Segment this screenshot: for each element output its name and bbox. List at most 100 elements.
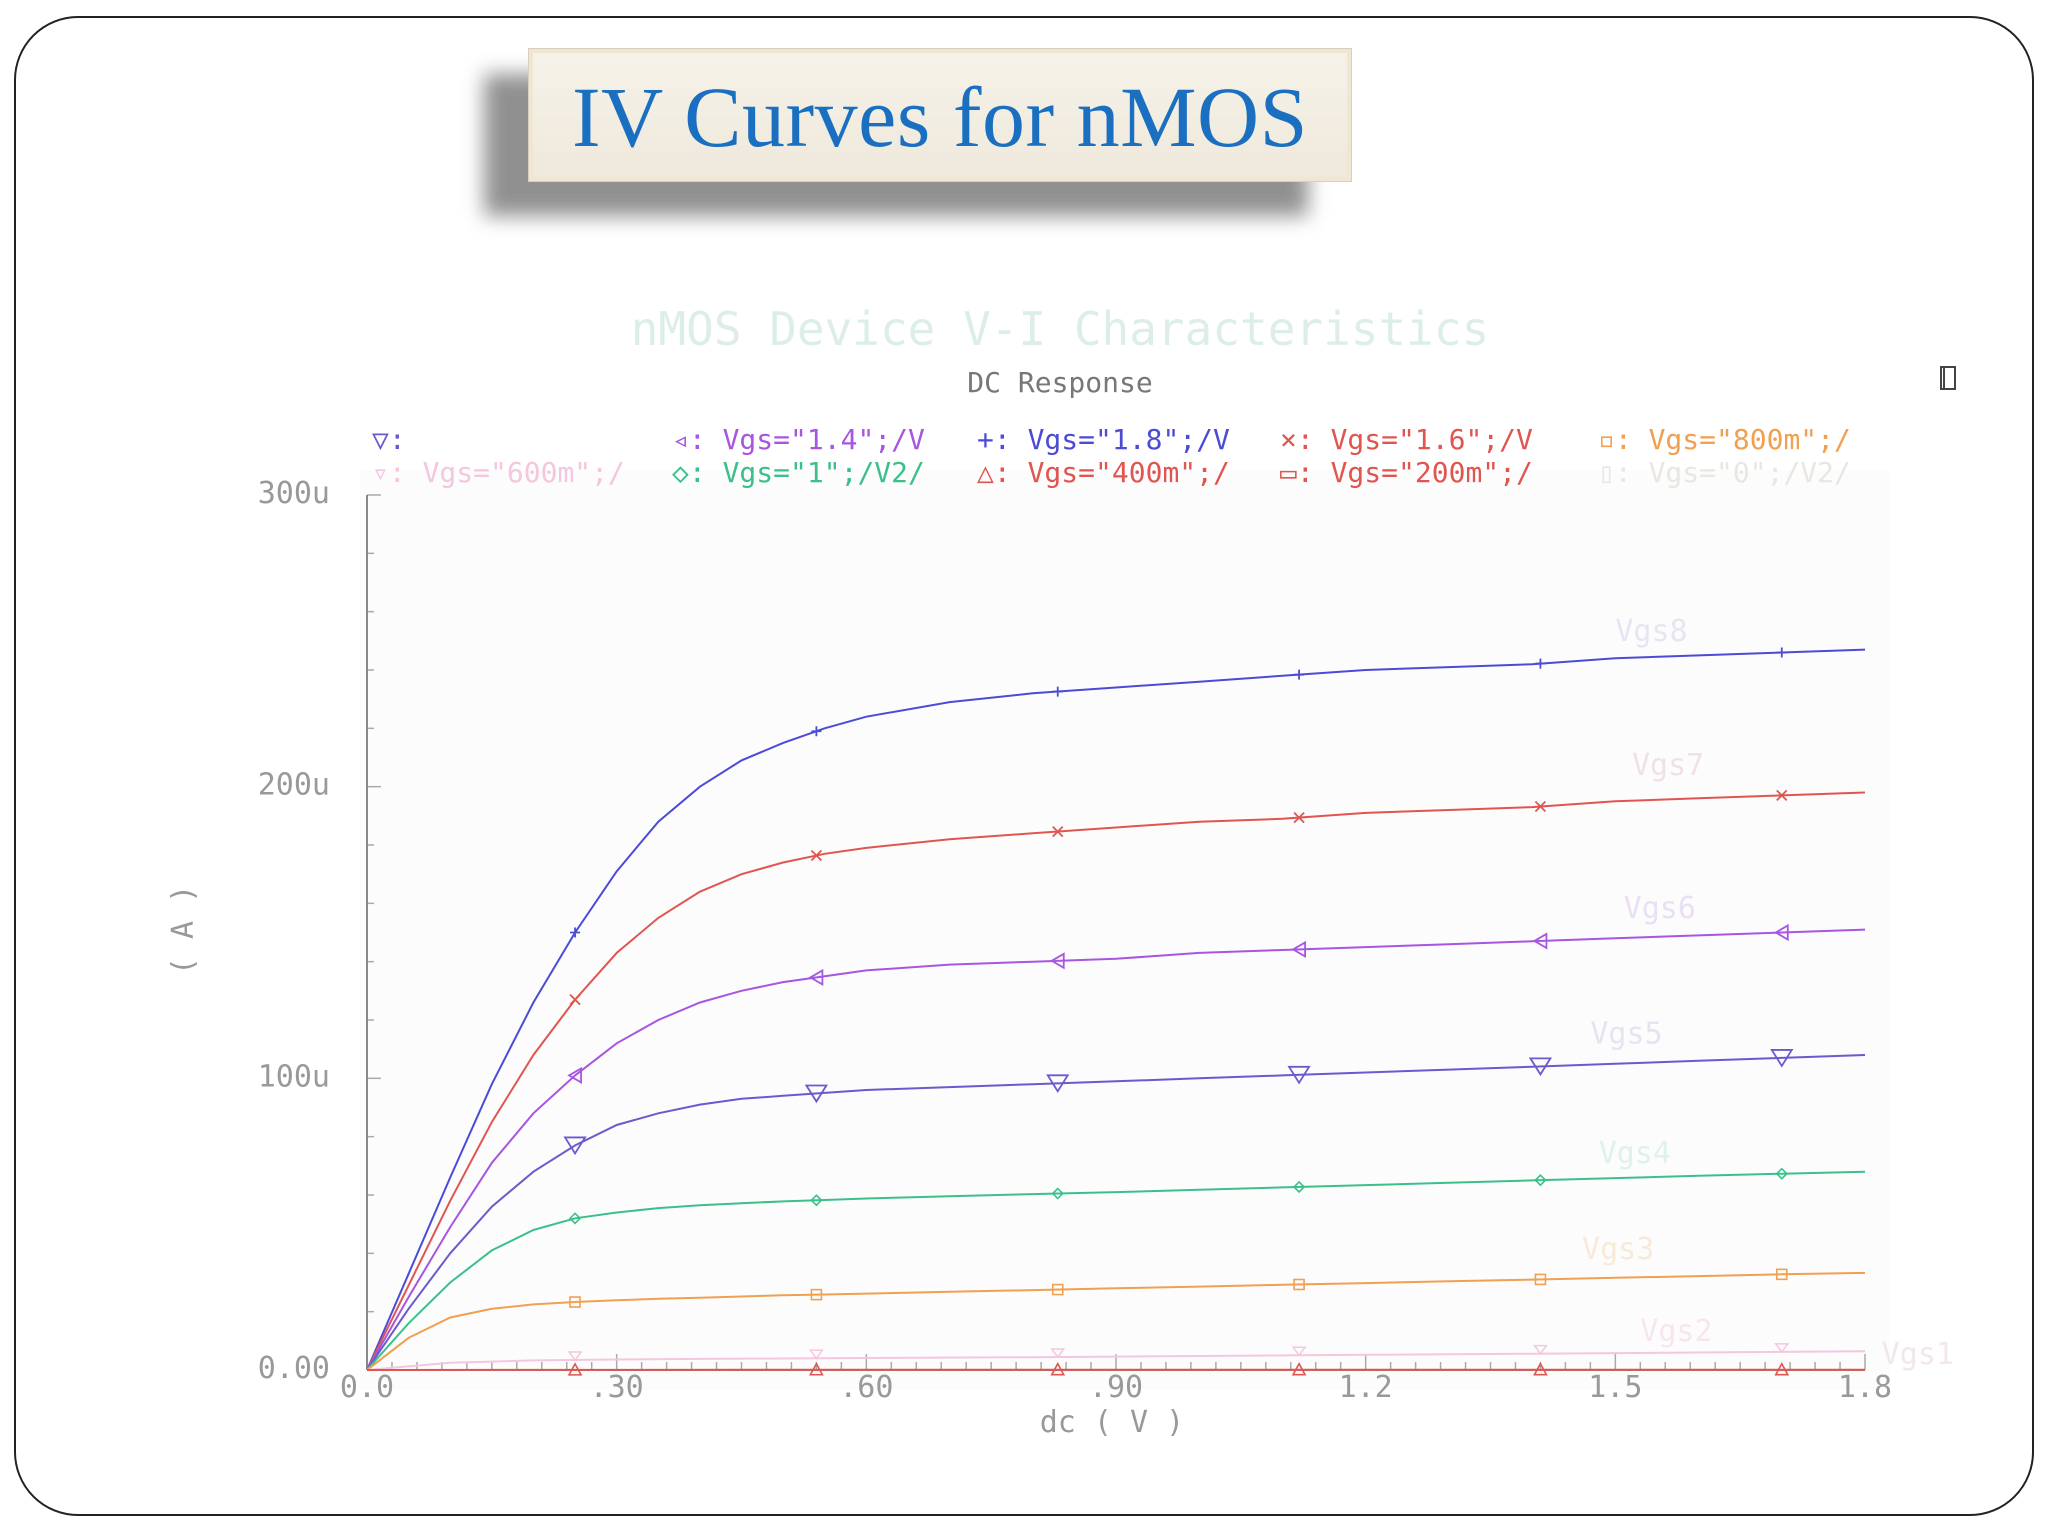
- x-tick-label: .60: [839, 1370, 893, 1405]
- legend-text: Vgs="1";/V2/: [723, 456, 925, 489]
- legend-text: Vgs="1.8";/V: [1028, 423, 1230, 456]
- window-icon[interactable]: [1940, 366, 1956, 390]
- data-point: [1291, 1362, 1307, 1376]
- x-tick-label: 0.0: [340, 1370, 394, 1405]
- data-point: [808, 1349, 824, 1360]
- data-point: [1051, 1283, 1064, 1296]
- legend-text: Vgs="400m";/: [1028, 456, 1230, 489]
- y-tick-label: 100u: [258, 1059, 330, 1094]
- x-tick-label: .30: [590, 1370, 644, 1405]
- data-point: [1776, 647, 1787, 658]
- legend-text: Vgs="1.4";/V: [723, 423, 925, 456]
- data-point: [1533, 1362, 1548, 1376]
- legend-marker: ▽:: [372, 423, 406, 456]
- data-point: [1534, 1174, 1547, 1187]
- legend-marker: △:: [977, 456, 1028, 489]
- legend-entry: ▿: Vgs="600m";/: [372, 456, 625, 489]
- data-point: [1528, 1057, 1553, 1077]
- data-point: [1046, 1074, 1070, 1093]
- series-line-vgs3: [366, 1271, 1866, 1371]
- series-line-vgs5: [366, 1054, 1866, 1371]
- data-point: [1052, 825, 1064, 838]
- series-markers: [563, 647, 1794, 1376]
- data-point: [1774, 1343, 1790, 1354]
- legend-entry: ◇: Vgs="1";/V2/: [672, 456, 925, 489]
- series-line-vgs4: [366, 1170, 1866, 1371]
- data-point: [567, 1066, 582, 1084]
- legend-text: Vgs="600m";/: [423, 456, 625, 489]
- legend-marker: ◇:: [672, 456, 723, 489]
- slide-title: IV Curves for nMOS: [571, 69, 1308, 165]
- legend-entry: ▯: Vgs="0";/V2/: [1598, 456, 1851, 489]
- x-tick-label: .90: [1089, 1370, 1143, 1405]
- series-label: Vgs4: [1599, 1136, 1671, 1171]
- data-point: [808, 968, 824, 986]
- legend-text: Vgs="0";/V2/: [1649, 456, 1851, 489]
- data-point: [1773, 923, 1789, 942]
- data-point: [810, 1288, 823, 1301]
- series-label: Vgs8: [1615, 614, 1687, 649]
- data-point: [1775, 1268, 1788, 1281]
- series-label: Vgs5: [1590, 1016, 1662, 1051]
- series-line-vgs6: [366, 928, 1866, 1371]
- data-point: [1292, 1180, 1306, 1194]
- data-point: [1050, 1362, 1066, 1376]
- x-minor-ticks: [366, 1354, 1866, 1370]
- series-line-vgs7: [366, 791, 1866, 1371]
- data-point: [1052, 686, 1063, 697]
- legend-entry: △: Vgs="400m";/: [977, 456, 1230, 489]
- legend-text: Vgs="800m";/: [1649, 423, 1851, 456]
- series-line-vgs2: [366, 1350, 1866, 1371]
- data-point: [804, 1084, 829, 1104]
- legend-marker: ◃:: [672, 423, 723, 456]
- data-point: [811, 726, 822, 737]
- y-tick-label: 0.00: [258, 1351, 330, 1386]
- x-tick-label: 1.8: [1838, 1370, 1892, 1405]
- x-tick-label: 1.2: [1339, 1370, 1393, 1405]
- legend-entry: ×: Vgs="1.6";/V: [1280, 423, 1533, 456]
- x-tick-label: 1.5: [1588, 1370, 1642, 1405]
- data-point: [810, 1194, 823, 1207]
- data-point: [563, 1136, 587, 1156]
- data-point: [1534, 1273, 1547, 1286]
- data-point: [1535, 658, 1546, 669]
- y-tick-label: 200u: [258, 768, 330, 803]
- data-point: [1291, 1346, 1307, 1357]
- legend-entry: +: Vgs="1.8";/V: [977, 423, 1230, 456]
- data-point: [1776, 789, 1788, 802]
- legend-entry: ◃: Vgs="1.4";/V: [672, 423, 925, 456]
- legend-marker: ▫:: [1598, 423, 1649, 456]
- series-label: Vgs3: [1582, 1232, 1654, 1267]
- data-point: [569, 993, 581, 1006]
- series-label: Vgs7: [1632, 748, 1704, 783]
- chart-subtitle: DC Response: [967, 366, 1152, 399]
- data-point: [1294, 669, 1305, 680]
- legend: ▽: ◃: Vgs="1.4";/V +: Vgs="1.8";/V ×: Vgs=…: [372, 423, 1851, 489]
- data-point: [569, 1296, 581, 1308]
- data-point: [570, 927, 581, 938]
- legend-marker: ▿:: [372, 456, 423, 489]
- legend-entry: ▫: Vgs="800m";/: [1598, 423, 1851, 456]
- series-label: Vgs6: [1624, 891, 1696, 926]
- data-point: [1532, 932, 1548, 950]
- series-labels: Vgs8 Vgs7 Vgs6 Vgs5 Vgs4 Vgs3 Vgs2 Vgs1: [1582, 614, 1954, 1372]
- x-axis-label: dc ( V ): [1040, 1405, 1185, 1440]
- data-point: [1293, 811, 1305, 824]
- data-point: [1293, 1278, 1305, 1291]
- data-point: [1287, 1065, 1311, 1085]
- data-point: [568, 1212, 582, 1225]
- data-point: [1050, 1348, 1066, 1359]
- data-point: [1534, 800, 1547, 813]
- y-tick-label: 300u: [258, 476, 330, 511]
- series-label: Vgs1: [1882, 1337, 1954, 1372]
- chart-title: nMOS Device V-I Characteristics: [631, 302, 1490, 356]
- data-point: [1291, 940, 1306, 958]
- data-point: [1774, 1362, 1790, 1376]
- legend-marker: +:: [977, 423, 1028, 456]
- legend-entry: ▭: Vgs="200m";/: [1280, 456, 1533, 489]
- data-point: [567, 1362, 583, 1376]
- data-point: [1770, 1049, 1794, 1068]
- legend-marker: ×:: [1280, 423, 1331, 456]
- legend-entry: ▽:: [372, 423, 406, 456]
